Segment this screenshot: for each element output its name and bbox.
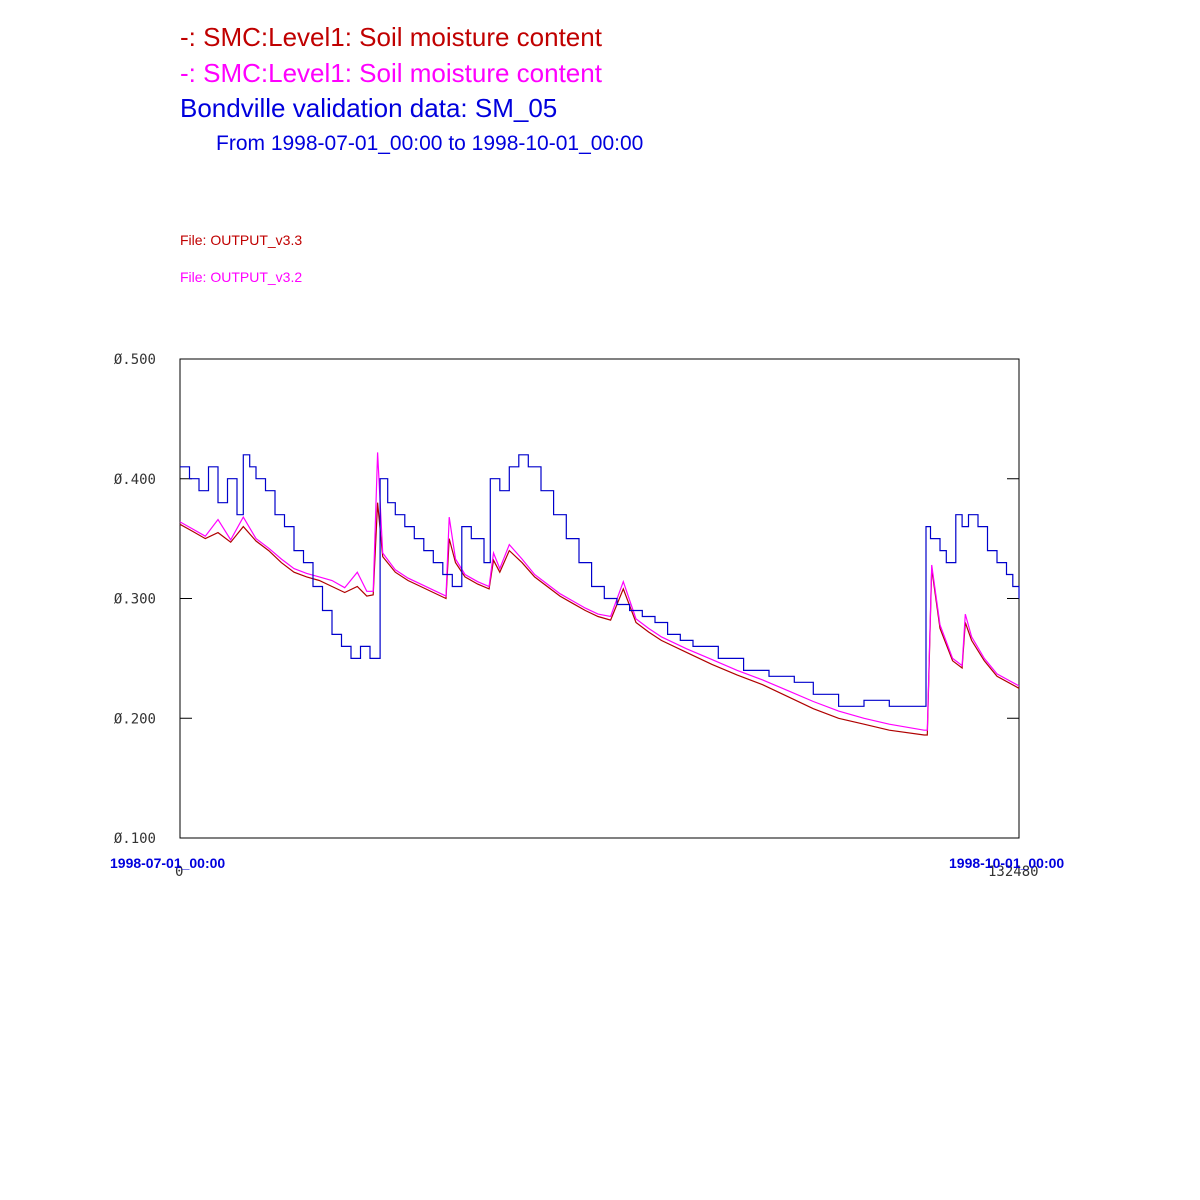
- plot-frame: [179, 358, 1020, 839]
- legend-title-v32: -: SMC:Level1: Soil moisture content: [180, 58, 602, 88]
- y-tick-label: Ø.200: [114, 711, 156, 727]
- x-start-date: 1998-07-01_00:00: [110, 855, 226, 871]
- y-tick-label: Ø.400: [114, 472, 156, 488]
- x-end-date: 1998-10-01_00:00: [949, 855, 1065, 871]
- x-end-index: 132480: [988, 864, 1039, 880]
- x-start-index: 0: [175, 864, 184, 880]
- series-line-2: [180, 454, 1020, 707]
- series-line-0: [179, 502, 1020, 736]
- y-tick-label: Ø.100: [114, 831, 156, 847]
- chart-title: Bondville validation data: SM_05: [180, 93, 558, 123]
- file-label-v32: File: OUTPUT_v3.2: [180, 269, 303, 285]
- date-range-subtitle: From 1998-07-01_00:00 to 1998-10-01_00:0…: [216, 132, 644, 155]
- legend-title-v33: -: SMC:Level1: Soil moisture content: [180, 22, 602, 52]
- y-tick-label: Ø.300: [114, 592, 156, 608]
- y-tick-label: Ø.500: [114, 352, 156, 368]
- file-label-v33: File: OUTPUT_v3.3: [180, 232, 303, 248]
- series-line-1: [179, 452, 1020, 731]
